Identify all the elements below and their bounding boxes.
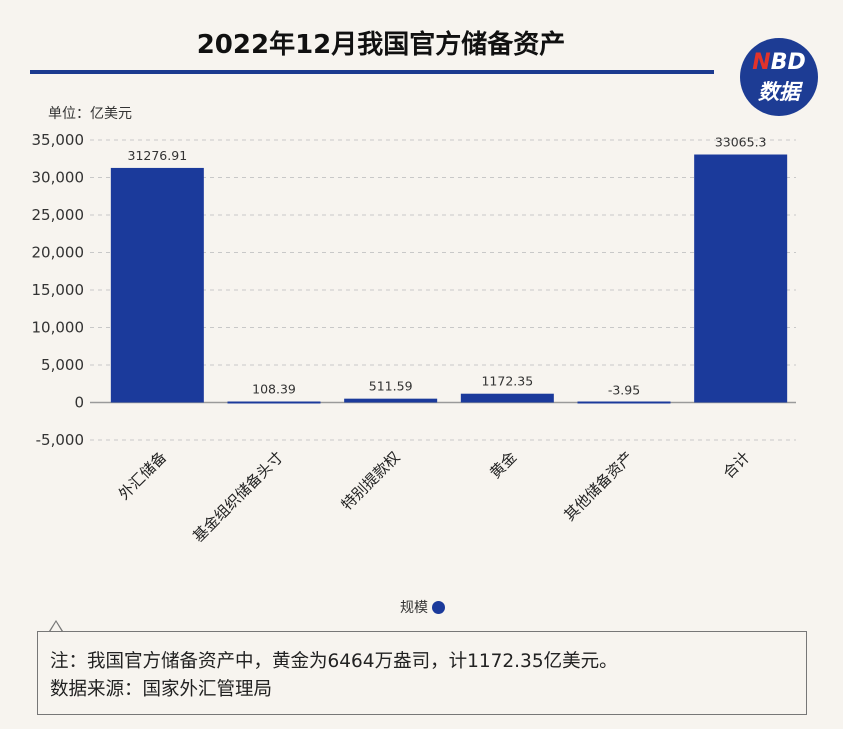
x-tick-label: 其他储备资产 [560,448,636,524]
legend-marker [432,601,445,614]
unit-label: 单位：亿美元 [48,106,132,122]
bar [694,154,788,403]
y-tick-label: 0 [74,394,84,412]
chart-title: 2022年12月我国官方储备资产 [196,30,566,60]
y-tick-label: 20,000 [32,244,85,262]
data-labels: 31276.91 108.39 511.59 1172.35 -3.95 33065.3 [128,135,767,398]
x-tick-label: 特别提款权 [338,448,404,514]
x-tick-label: 黄金 [486,448,520,482]
data-label: 1172.35 [481,374,533,389]
legend: 规模 [400,597,445,617]
bar [344,398,438,403]
y-tick-label: 30,000 [32,169,85,187]
gridlines [90,139,796,441]
logo-subtext: 数据 [758,80,800,104]
data-label: 511.59 [369,379,413,394]
x-tick-label: 合计 [720,448,754,482]
bar [577,401,671,404]
bar [460,393,554,403]
source-line: 数据来源：国家外汇管理局 [50,679,273,700]
data-label: 31276.91 [128,148,188,163]
nbd-logo: NBD 数据 [740,38,818,116]
y-tick-label: 5,000 [41,356,84,374]
logo-accent: N [752,50,771,75]
title-rule [30,70,714,74]
y-axis-ticks: 35,000 30,000 25,000 20,000 15,000 10,000 5,00… [32,131,85,449]
note-box: 注：我国官方储备资产中，黄金为6464万盎司，计1172.35亿美元。 数据来源… [37,631,807,715]
data-label: -3.95 [608,383,640,398]
note-line-1: 注：我国官方储备资产中，黄金为6464万盎司，计1172.35亿美元。 [50,651,618,672]
x-axis-ticks: 外汇储备 基金组织储备头寸 特别提款权 黄金 其他储备资产 合计 [115,448,753,546]
y-tick-label: 10,000 [32,319,85,337]
y-tick-label: 35,000 [32,131,85,149]
data-label: 108.39 [252,382,296,397]
legend-label: 规模 [400,600,428,616]
x-tick-label: 外汇储备 [115,448,170,503]
bar [110,167,204,403]
bar-chart: 35,000 30,000 25,000 20,000 15,000 10,000 5,00… [32,131,796,546]
y-tick-label: 25,000 [32,206,85,224]
y-tick-label: 15,000 [32,281,85,299]
bar [227,401,321,404]
logo-text: BD [770,50,806,75]
bars [110,154,788,404]
x-tick-label: 基金组织储备头寸 [189,448,287,546]
data-label: 33065.3 [715,135,767,150]
y-tick-label: -5,000 [36,431,84,449]
